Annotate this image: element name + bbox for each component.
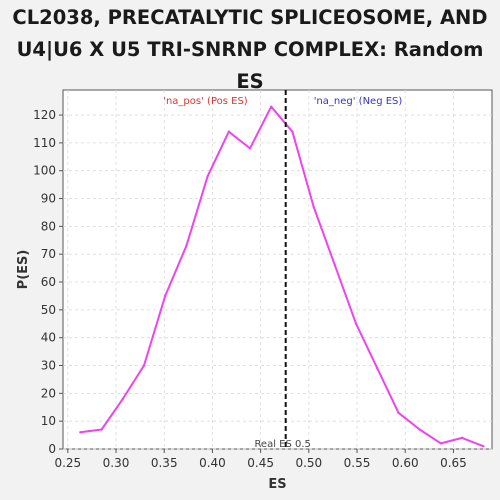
neg-es-annotation: 'na_neg' (Neg ES) xyxy=(314,96,403,107)
plot-background xyxy=(62,89,493,450)
chart-title: CL2038, PRECATALYTIC SPLICEOSOME, AND U4… xyxy=(12,6,488,125)
data-point xyxy=(376,367,379,370)
data-point xyxy=(397,411,400,415)
x-tick-label: 0.65 xyxy=(440,456,467,470)
y-tick-label: 120 xyxy=(33,108,56,122)
x-tick-label: 0.35 xyxy=(151,456,178,470)
y-tick-label: 100 xyxy=(33,164,56,178)
x-axis-label: ES xyxy=(268,477,286,492)
real-es-label: Real ES 0.5 xyxy=(254,439,310,450)
y-tick-label: 60 xyxy=(41,275,56,289)
data-point xyxy=(206,175,209,178)
y-tick-label: 20 xyxy=(41,386,56,400)
data-point xyxy=(163,294,167,298)
y-axis-label: P(ES) xyxy=(16,250,31,290)
x-tick-label: 0.40 xyxy=(199,456,226,470)
y-tick-label: 50 xyxy=(41,303,56,317)
y-tick-label: 70 xyxy=(41,247,56,261)
y-tick-label: 0 xyxy=(48,442,56,456)
data-point xyxy=(100,428,103,431)
data-point xyxy=(227,130,231,133)
data-point xyxy=(291,130,294,133)
x-tick-label: 0.25 xyxy=(54,456,81,470)
data-point xyxy=(482,445,485,448)
series-line xyxy=(80,105,484,448)
x-tick-label: 0.50 xyxy=(295,456,322,470)
y-tick-label: 10 xyxy=(41,414,56,428)
y-tick-label: 110 xyxy=(33,136,56,150)
data-point xyxy=(248,147,252,150)
x-tick-label: 0.45 xyxy=(247,456,274,470)
y-tick-label: 40 xyxy=(41,331,56,345)
data-point xyxy=(185,244,188,248)
data-point xyxy=(79,431,82,434)
data-point xyxy=(354,322,358,325)
y-tick-label: 30 xyxy=(41,359,56,373)
data-point xyxy=(142,364,146,367)
y-tick-label: 80 xyxy=(41,219,56,233)
data-point xyxy=(270,105,273,108)
data-point xyxy=(312,205,315,209)
data-point xyxy=(460,436,464,440)
x-tick-label: 0.55 xyxy=(344,456,371,470)
x-tick-label: 0.60 xyxy=(392,456,419,470)
y-tick-label: 90 xyxy=(41,192,56,206)
data-point xyxy=(418,428,421,431)
x-tick-label: 0.30 xyxy=(103,456,130,470)
data-point xyxy=(121,397,124,401)
pos-es-annotation: 'na_pos' (Pos ES) xyxy=(163,96,248,107)
data-point xyxy=(439,442,443,445)
data-point xyxy=(333,264,337,267)
